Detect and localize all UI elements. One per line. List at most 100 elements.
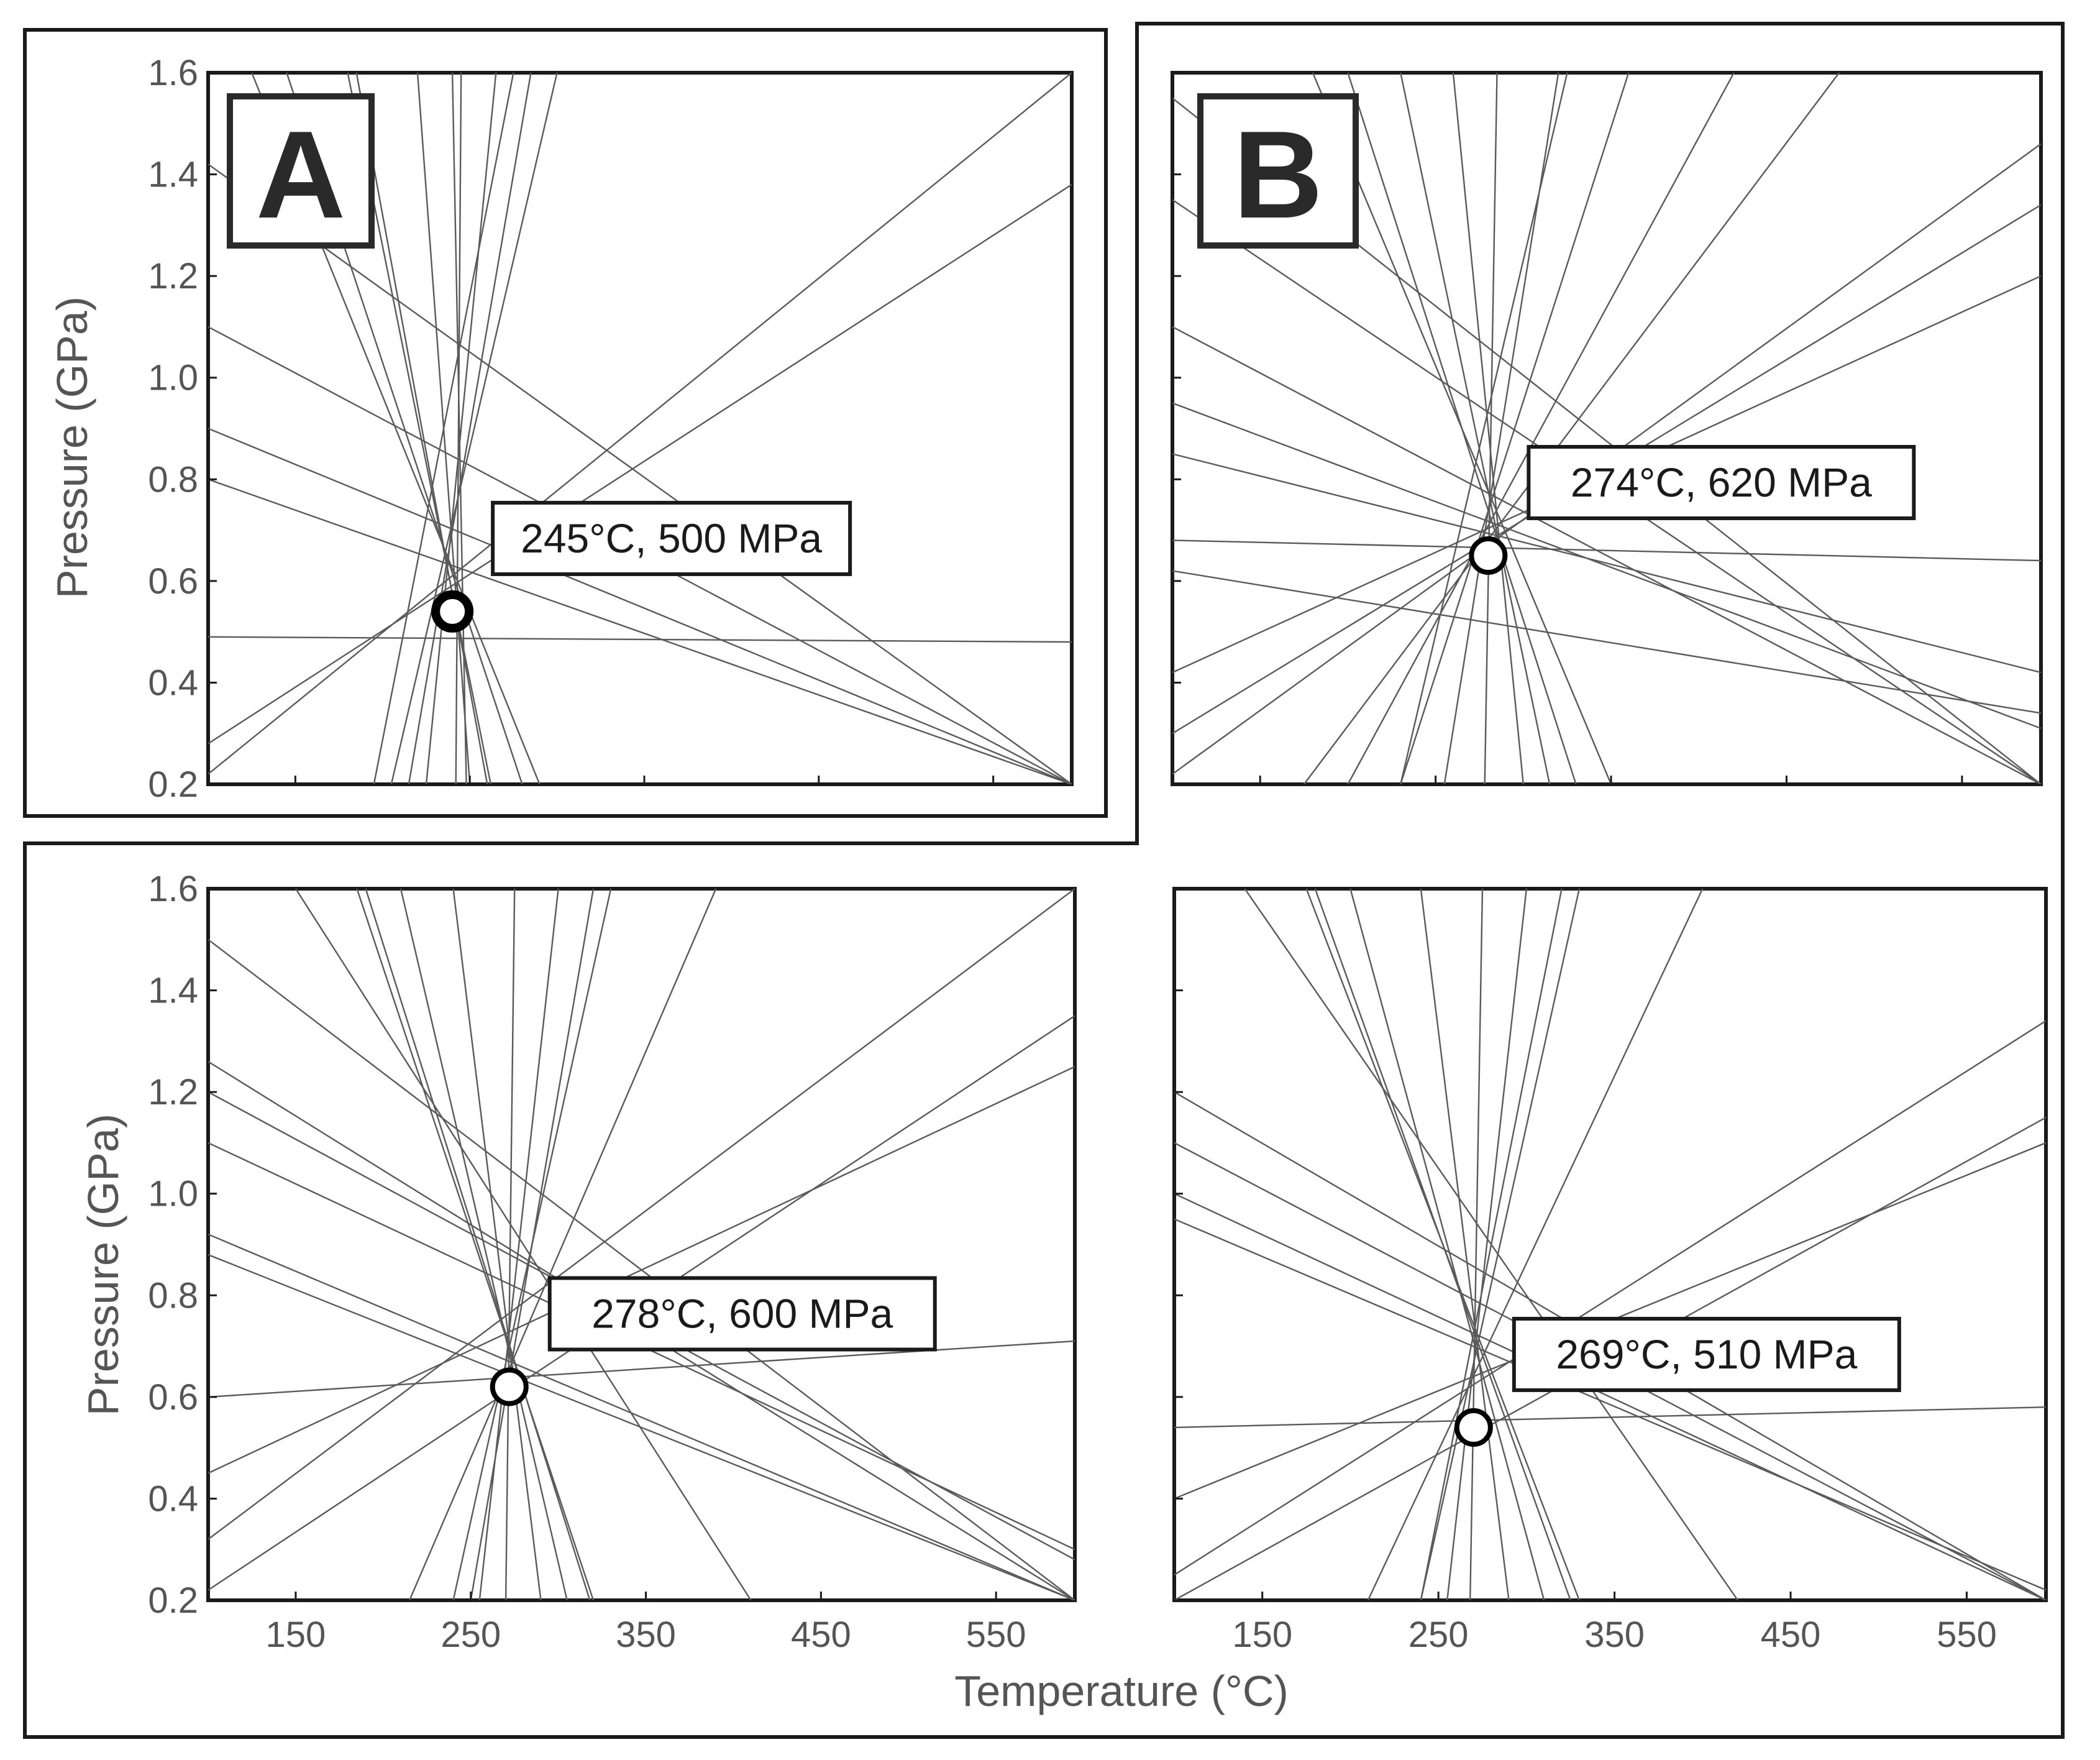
reaction-line-20 [294,889,752,1600]
reaction-line-2 [1174,1020,2046,1576]
x-tick-label: 450 [1761,1615,1821,1655]
y-tick-label: 0.4 [148,1478,198,1519]
reaction-line-1 [1172,539,2041,562]
reaction-line-9 [208,1233,1075,1600]
reaction-line-5 [208,938,1075,1600]
reaction-line-8 [1172,326,2041,784]
callout-box [1512,1316,1901,1392]
callout-label: 278°C, 600 MPa [591,1291,893,1337]
reaction-line-18 [1347,73,1735,784]
y-tick-label: 1.2 [148,256,198,296]
reaction-line-1 [208,636,1072,643]
reaction-line-12 [1420,889,1510,1600]
reaction-line-17 [1400,73,1630,784]
reaction-line-2 [208,183,1072,745]
reaction-line-18 [451,73,467,784]
reaction-line-14 [452,889,542,1600]
reaction-line-20 [1400,73,1568,784]
reaction-line-15 [425,73,497,784]
panel-bottom-left: 1.6 1.4 1.2 1.0 0.8 0.6 0.4 0.2 150 250 350 450 550 2… [148,869,1077,1655]
plot-area-bottom-left [206,887,1077,1602]
y-tick-label: 1.2 [148,1072,198,1112]
reaction-line-13 [455,73,462,784]
reaction-line-11 [356,889,595,1600]
y-tick-label: 1.0 [148,358,198,398]
reaction-line-7 [1174,1218,2046,1591]
reaction-line-6 [208,428,1072,784]
reaction-line-17 [390,73,558,784]
x-tick-label: 250 [1408,1615,1469,1655]
reaction-line-12 [365,889,591,1600]
intersection-point [490,1367,529,1406]
reaction-line-19 [1303,73,1840,784]
x-tick-label: 550 [1937,1615,1997,1655]
y-tick-label: 1.4 [148,155,198,195]
y-tick-label: 1.6 [148,869,198,909]
y-tick-label: 0.8 [148,459,198,500]
x-tick-label: 550 [966,1615,1026,1655]
callout-label: 269°C, 510 MPa [1556,1331,1857,1377]
reaction-line-9 [1172,402,2041,730]
reaction-line-13 [399,889,568,1600]
reaction-line-3 [208,73,1072,775]
y-tick-label: 0.6 [148,1377,198,1418]
panel-letter-a-box [227,93,375,249]
reaction-line-15 [1484,73,1498,784]
reaction-line-11 [1349,889,1545,1600]
group-frame-b [23,22,2065,1739]
reaction-line-10 [1314,889,1571,1600]
x-tick-label: 350 [616,1615,676,1655]
reaction-line-8 [355,73,488,784]
y-tick-label: 0.2 [148,764,198,805]
intersection-point [431,590,474,633]
reaction-line-18 [1244,889,1738,1600]
callout-box [1527,444,1916,520]
x-tick-label: 150 [266,1615,326,1655]
x-tick-label: 350 [1584,1615,1645,1655]
reaction-line-14 [1452,73,1524,784]
y-tick-label: 1.4 [148,971,198,1011]
panel-bottom-right: 150 250 350 450 550 269°C, 510 MPa [1172,887,2048,1655]
reaction-line-7 [208,479,1072,784]
callout-label: 245°C, 500 MPa [521,515,822,561]
plot-area-bottom-right [1172,887,2048,1602]
reaction-line-16 [478,889,559,1600]
reaction-line-10 [1172,453,2041,674]
y-axis-label-bottom: Pressure (GPa) [79,1114,127,1416]
y-tick-label: 0.6 [148,561,198,602]
reaction-line-13 [1469,889,1484,1600]
intersection-point [1454,1408,1493,1447]
intersection-point [1469,536,1508,575]
reaction-line-8 [1174,1193,2046,1600]
callout-box [491,500,852,576]
reaction-line-12 [1347,73,1577,784]
y-tick-label: 1.0 [148,1174,198,1214]
reaction-line-16 [1367,889,1704,1600]
group-frame-a [23,28,1108,818]
panel-letter-b: B [1197,93,1359,249]
reaction-lines-bottom-left [208,889,1075,1600]
reaction-line-2 [208,889,1075,1540]
reaction-line-18 [408,889,717,1600]
reaction-line-14 [373,73,514,784]
y-tick-label: 1.6 [148,53,198,93]
reaction-line-15 [504,889,516,1600]
plot-panels: 1.6 1.4 1.2 1.0 0.8 0.6 0.4 0.2 245°C, 500 MPa 27… [148,53,2048,1655]
reaction-line-19 [470,889,595,1600]
panel-letter-a-text: A [256,106,345,244]
panel-letter-a: A [227,93,375,249]
reaction-line-2 [1172,570,2041,714]
y-axis-label-top: Pressure (GPa) [48,296,96,598]
reaction-line-14 [1446,889,1528,1600]
reaction-line-10 [208,1254,1075,1600]
panel-letter-b-box [1197,93,1359,249]
reaction-lines-top-right [1172,73,2041,784]
reaction-line-15 [1420,889,1581,1600]
reaction-line-16 [408,73,532,784]
y-tick-label: 0.8 [148,1275,198,1316]
x-tick-label: 150 [1232,1615,1292,1655]
x-axis-label: Temperature (°C) [954,1667,1289,1715]
y-tick-label: 0.4 [148,662,198,703]
x-tick-label: 250 [441,1615,501,1655]
